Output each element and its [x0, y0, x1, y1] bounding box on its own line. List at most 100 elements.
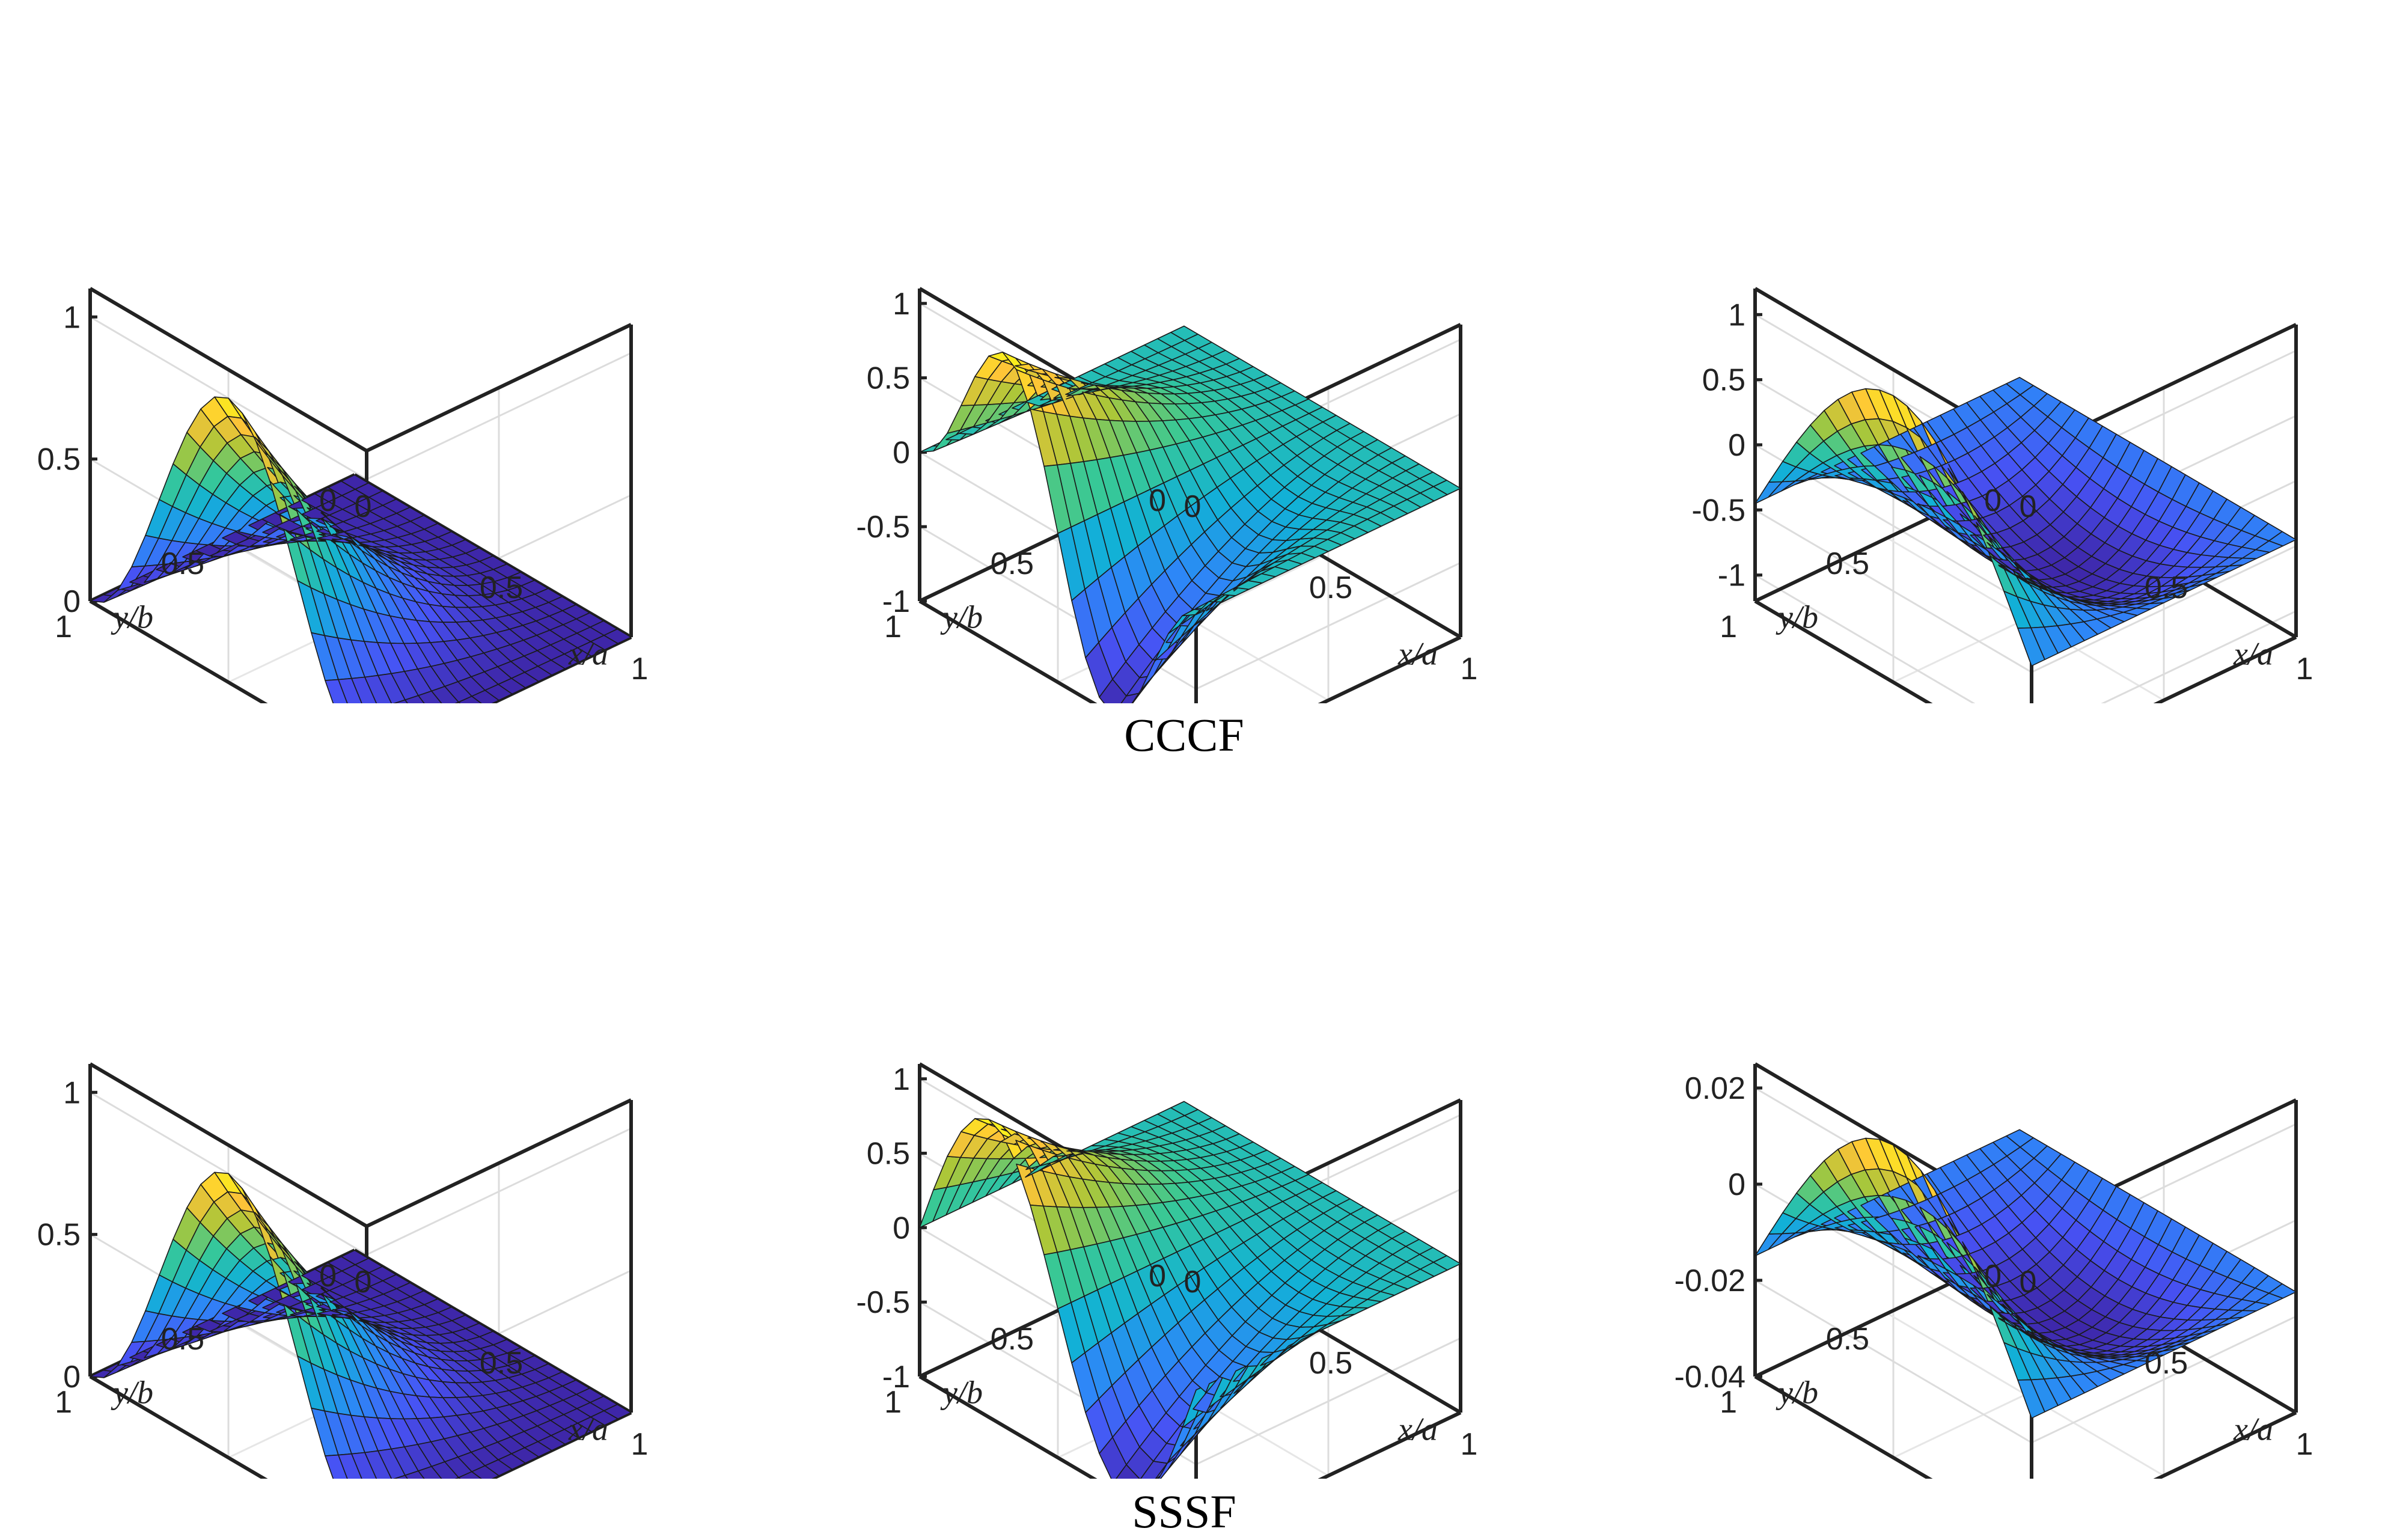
x-tick-label: 0	[355, 489, 372, 524]
x-tick-label: 0.5	[1309, 570, 1352, 605]
z-tick-label: 0	[893, 1211, 910, 1245]
surface-mesh	[1754, 376, 2297, 667]
z-tick-label: 0	[893, 435, 910, 470]
z-tick-label: 1	[893, 287, 910, 322]
y-tick-label: 0.5	[161, 1322, 204, 1357]
x-tick-label: 1	[1461, 652, 1478, 686]
x-tick-label: 0	[2020, 489, 2037, 524]
grid-line	[366, 352, 632, 480]
z-tick-label: 1	[63, 1075, 81, 1110]
x-tick-label: 1	[2296, 652, 2313, 686]
z-tick-label: 0.5	[37, 442, 81, 477]
z-tick-label: 0.02	[1685, 1071, 1745, 1106]
z-tick-label: -0.5	[1691, 493, 1745, 528]
y-tick-label: 0	[319, 483, 337, 518]
z-tick-label: -1	[882, 1360, 910, 1395]
tick-labels: -1 -0.5 0 0.5 1 0 0.5 1 0 0.5 1	[856, 287, 1477, 686]
x-axis-label: x/a	[1397, 1411, 1438, 1447]
y-tick-label: 1	[1720, 610, 1737, 644]
y-tick-label: 0	[1149, 1259, 1166, 1294]
y-tick-label: 0	[1984, 1259, 2002, 1294]
x-tick-label: 0.5	[2145, 1346, 2188, 1381]
y-axis-label: y/b	[940, 1375, 983, 1411]
grid-line	[1196, 561, 1461, 690]
axis-edge	[89, 287, 368, 453]
z-tick-label: 0.5	[867, 361, 910, 396]
grid-line	[1196, 1337, 1461, 1465]
surface-patch	[2268, 1283, 2297, 1299]
x-tick-label: 0.5	[480, 1346, 523, 1381]
x-tick-label: 0.5	[1309, 1346, 1352, 1381]
y-tick-label: 0.5	[991, 546, 1034, 581]
y-tick-label: 1	[884, 1385, 902, 1420]
y-tick-label: 1	[55, 1385, 72, 1420]
y-tick-label: 0.5	[1826, 546, 1869, 581]
y-tick-label: 1	[1720, 1385, 1737, 1420]
x-tick-label: 1	[1461, 1427, 1478, 1462]
z-tick-label: -1	[882, 584, 910, 619]
y-tick-label: 0	[1149, 483, 1166, 518]
surface-patch	[1433, 480, 1461, 495]
y-tick-label: 0.5	[161, 546, 204, 581]
z-tick-label: -0.02	[1674, 1263, 1745, 1298]
z-tick-label: 0.5	[37, 1218, 81, 1253]
x-tick-label: 1	[631, 652, 649, 686]
x-tick-label: 0.5	[2145, 570, 2188, 605]
x-tick-label: 0	[1184, 1265, 1202, 1300]
surface-patch	[1433, 1255, 1461, 1271]
z-tick-label: 0.5	[867, 1137, 910, 1172]
x-tick-label: 0	[2020, 1265, 2037, 1300]
x-tick-label: 0	[1184, 489, 1202, 524]
surface-mesh	[90, 1172, 632, 1539]
grid-line	[366, 1127, 632, 1256]
z-tick-label: -0.5	[856, 510, 910, 545]
tick-labels: -1 -0.5 0 0.5 1 0 0.5 1 0 0.5 1	[1691, 298, 2313, 686]
surface-mesh	[919, 1101, 1461, 1500]
y-axis-label: y/b	[1776, 1375, 1818, 1411]
x-axis-label: x/a	[568, 636, 608, 672]
x-axis-label: x/a	[1397, 636, 1438, 672]
grid-line	[1754, 1279, 2032, 1444]
x-tick-label: 1	[631, 1427, 649, 1462]
group-label-cccf: CCCF	[1124, 709, 1244, 761]
z-tick-label: 1	[893, 1062, 910, 1097]
y-tick-label: 1	[55, 610, 72, 644]
grid-line	[2031, 545, 2297, 673]
x-tick-label: 1	[2296, 1427, 2313, 1462]
z-tick-label: 1	[63, 300, 81, 335]
x-axis-label: x/a	[568, 1411, 608, 1447]
z-tick-label: 0	[1728, 428, 1745, 463]
axis-edge	[89, 1062, 368, 1228]
z-tick-label: 0	[63, 1360, 81, 1395]
y-axis-label: y/b	[111, 1375, 153, 1411]
y-tick-label: 0.5	[991, 1322, 1034, 1357]
x-axis-label: x/a	[2233, 636, 2273, 672]
surface-mesh	[919, 325, 1461, 715]
surface-patch	[2268, 531, 2297, 547]
tick-labels: -1 -0.5 0 0.5 1 0 0.5 1 0 0.5 1	[856, 1062, 1477, 1462]
y-tick-label: 0	[319, 1259, 337, 1294]
x-tick-label: 0.5	[480, 570, 523, 605]
x-tick-label: 0	[355, 1265, 372, 1300]
y-axis-label: y/b	[940, 599, 983, 635]
grid-line	[2031, 1315, 2297, 1444]
z-tick-label: 0	[1728, 1167, 1745, 1202]
y-tick-label: 0	[1984, 483, 2002, 518]
z-tick-label: -0.5	[856, 1285, 910, 1320]
group-label-sssf: SSSF	[1132, 1485, 1236, 1538]
y-tick-label: 0.5	[1826, 1322, 1869, 1357]
